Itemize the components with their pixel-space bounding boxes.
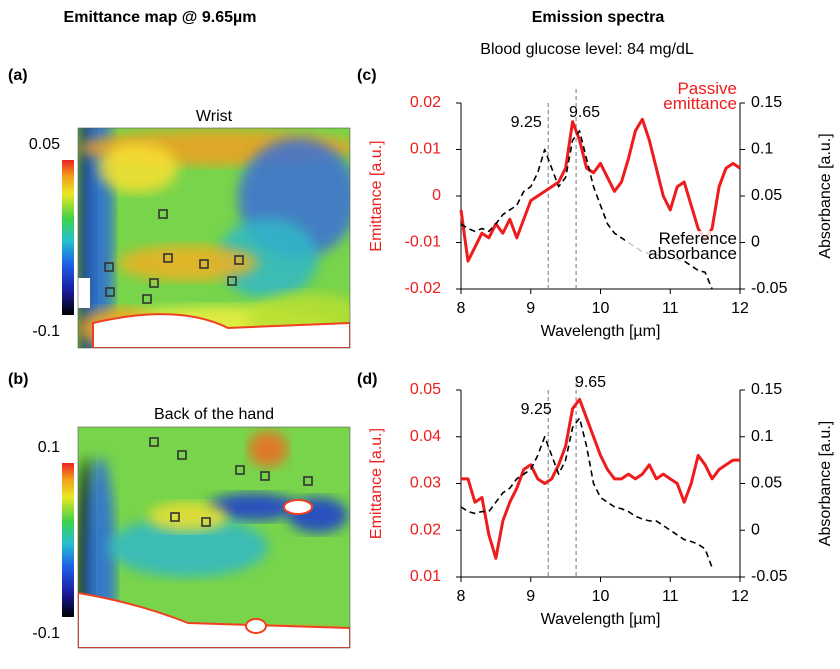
x-tick-label: 8	[457, 588, 466, 605]
y-axis-label: Emittance [a.u.]	[368, 140, 385, 251]
y2-tick-label: 0.05	[751, 475, 782, 492]
roi-marker	[303, 476, 313, 486]
colorbar	[62, 160, 74, 315]
map-region	[248, 431, 288, 467]
heatmap-image	[78, 427, 350, 648]
panel-label: (d)	[357, 371, 377, 388]
map-region	[98, 143, 178, 193]
x-axis-label: Wavelength [µm]	[541, 323, 661, 340]
y2-tick-label: 0.05	[751, 187, 782, 204]
reference-label: 9.25	[521, 401, 552, 418]
y2-tick-label: 0.15	[751, 94, 782, 111]
map-region	[208, 493, 298, 521]
y2-tick-label: 0.15	[751, 381, 782, 398]
x-tick-label: 9	[526, 588, 535, 605]
x-tick-label: 9	[526, 300, 535, 317]
y-tick-label: -0.02	[405, 280, 442, 297]
y2-axis-label: Absorbance [a.u.]	[817, 421, 834, 546]
roi-marker	[199, 259, 209, 269]
roi-marker	[149, 437, 159, 447]
heading: Emittance map @ 9.65µm	[64, 9, 257, 26]
legend-label: Passive emittance	[663, 81, 737, 113]
roi-marker	[158, 209, 168, 219]
x-tick-label: 12	[731, 300, 749, 317]
heatmap-image	[78, 128, 350, 348]
y2-tick-label: 0	[751, 234, 760, 251]
map-edge	[245, 618, 267, 634]
map-frame	[77, 127, 351, 349]
series-line	[460, 417, 713, 568]
roi-marker	[235, 465, 245, 475]
x-tick-label: 10	[592, 300, 610, 317]
roi-marker	[105, 287, 115, 297]
y2-tick-label: -0.05	[751, 280, 788, 297]
subtitle: Blood glucose level: 84 mg/dL	[480, 41, 694, 58]
y-tick-label: 0.02	[410, 94, 441, 111]
map-edge	[78, 278, 90, 308]
map-region	[82, 128, 114, 348]
colorbar-tick-label: 0.05	[29, 136, 60, 153]
map-frame	[77, 426, 351, 649]
map-region	[118, 245, 258, 281]
legend-label-box: Reference absorbance	[625, 231, 737, 262]
x-tick-label: 11	[662, 300, 679, 317]
map-region	[218, 218, 318, 298]
map-edge	[92, 313, 350, 348]
panel-label: (b)	[8, 371, 28, 388]
y2-tick-label: 0.1	[751, 428, 773, 445]
legend-label-box: Passive emittance	[663, 81, 737, 113]
y-tick-label: -0.01	[405, 234, 442, 251]
series-line	[461, 397, 740, 560]
colorbar-tick-label: -0.1	[32, 625, 60, 642]
y-tick-label: 0.02	[410, 521, 441, 538]
panel-label: (a)	[8, 67, 28, 84]
roi-marker	[177, 450, 187, 460]
roi-marker	[104, 262, 114, 272]
map-title: Back of the hand	[154, 406, 274, 423]
panel-label: (c)	[357, 67, 377, 84]
y-tick-label: 0.01	[410, 568, 441, 585]
roi-marker	[201, 517, 211, 527]
reference-label: 9.65	[569, 104, 600, 121]
y-axis-label: Emittance [a.u.]	[368, 428, 385, 539]
roi-marker	[234, 255, 244, 265]
colorbar-tick-label: -0.1	[32, 323, 60, 340]
x-tick-label: 11	[662, 588, 679, 605]
y2-tick-label: 0.1	[751, 141, 773, 158]
y-tick-label: 0.03	[410, 475, 441, 492]
x-tick-label: 8	[457, 300, 466, 317]
map-edge	[78, 591, 350, 648]
roi-marker	[142, 294, 152, 304]
reference-label: 9.65	[575, 374, 606, 391]
x-tick-label: 12	[731, 588, 749, 605]
y2-axis-label: Absorbance [a.u.]	[817, 133, 834, 258]
roi-marker	[260, 471, 270, 481]
map-region	[108, 517, 268, 577]
legend-label: Reference absorbance	[625, 231, 737, 262]
y2-tick-label: -0.05	[751, 568, 788, 585]
map-title: Wrist	[196, 108, 233, 125]
y-tick-label: 0.01	[410, 141, 441, 158]
y2-tick-label: 0	[751, 521, 760, 538]
x-tick-label: 10	[592, 588, 610, 605]
roi-marker	[149, 278, 159, 288]
y-tick-label: 0.04	[410, 428, 441, 445]
panels: (a) Wrist -0.1 0.05 (b) Back of the hand -0.1 0…	[8, 41, 834, 649]
series-line	[459, 117, 741, 263]
heading: Emission spectra	[532, 9, 665, 26]
roi-marker	[227, 276, 237, 286]
y-tick-label: 0.05	[410, 381, 441, 398]
map-region	[148, 502, 228, 532]
map-edge	[283, 499, 313, 515]
roi-marker	[163, 253, 173, 263]
y-tick-label: 0	[432, 187, 441, 204]
x-axis-label: Wavelength [µm]	[541, 611, 661, 628]
colorbar	[62, 463, 74, 617]
reference-label: 9.25	[511, 114, 542, 131]
roi-marker	[170, 512, 180, 522]
colorbar-tick-label: 0.1	[38, 439, 60, 456]
